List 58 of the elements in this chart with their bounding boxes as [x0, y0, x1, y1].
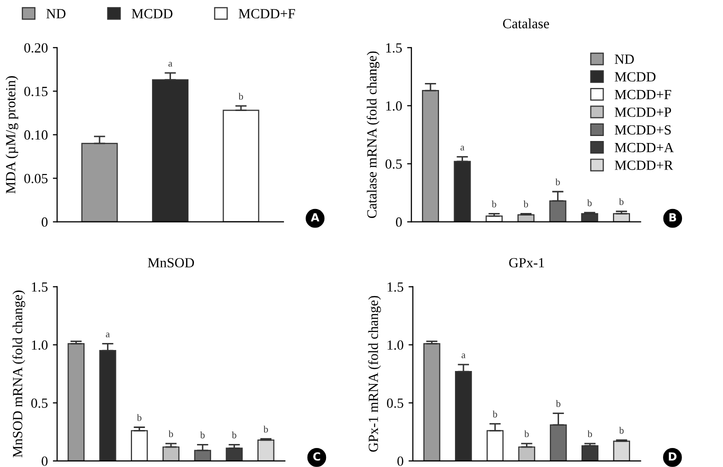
y-tick-label: 0: [396, 217, 402, 227]
legend-label: ND: [46, 9, 66, 18]
data-label: b: [168, 430, 174, 438]
y-tick-label: 1.5: [388, 282, 404, 292]
chart-title: Catalase: [503, 18, 550, 28]
data-label: b: [524, 200, 528, 208]
y-tick-label: 0: [42, 217, 48, 227]
data-label: b: [136, 414, 142, 421]
y-axis-title: MDA (µM/g protein): [6, 76, 18, 194]
chart-title: MnSOD: [148, 258, 194, 268]
legend-label: MCDD+F: [238, 9, 296, 18]
y-tick-label: 0.5: [31, 398, 48, 408]
data-label: b: [238, 92, 244, 100]
legend-label: MCDD+S: [614, 125, 671, 135]
y-tick-label: 0.15: [24, 86, 48, 96]
y-tick-label: 0.05: [24, 174, 48, 184]
y-tick-label: 1.5: [386, 43, 402, 53]
data-label: b: [555, 178, 560, 186]
data-label: b: [232, 432, 236, 438]
data-label: b: [200, 432, 205, 438]
y-tick-label: 0.20: [24, 43, 48, 53]
legend-label: MCDD+F: [614, 90, 672, 100]
data-label: a: [106, 332, 110, 338]
data-label: b: [492, 200, 496, 208]
data-label: b: [556, 400, 560, 407]
y-axis-title: GPx-1 mRNA (fold change): [368, 296, 381, 452]
legend-label: MCDD+P: [614, 108, 672, 117]
text: A: [310, 213, 320, 222]
y-tick-label: 0.10: [24, 130, 48, 140]
y-tick-label: 1.0: [388, 340, 404, 350]
legend-label: MCDD+A: [614, 142, 674, 152]
y-tick-label: 0.5: [386, 159, 402, 169]
legend-label: ND: [614, 54, 634, 64]
legend-label: MCDD: [132, 9, 172, 18]
legend-label: MCDD: [614, 72, 656, 82]
y-tick-label: 1.0: [32, 340, 48, 350]
data-label: b: [492, 410, 498, 418]
y-tick-label: 1.5: [32, 282, 48, 292]
data-label: a: [168, 62, 172, 67]
data-label: b: [524, 430, 529, 438]
y-tick-label: 1.0: [386, 101, 402, 111]
chart-title: GPx-1: [509, 258, 544, 268]
data-label: b: [588, 430, 592, 438]
y-tick-label: 0.5: [386, 398, 404, 408]
data-label: b: [587, 199, 592, 206]
y-axis-title: Catalase mRNA (fold change): [366, 51, 380, 218]
data-label: a: [462, 354, 466, 358]
y-tick-label: 0: [42, 456, 48, 466]
text: D: [668, 452, 676, 461]
data-label: b: [619, 198, 624, 206]
data-label: a: [460, 146, 464, 150]
data-label: b: [619, 426, 624, 434]
text: B: [669, 213, 676, 222]
legend-label: MCDD+R: [614, 160, 674, 170]
text: C: [313, 452, 320, 461]
y-axis-title: MnSOD mRNA (fold change): [12, 290, 26, 458]
y-tick-label: 0: [397, 456, 404, 466]
data-label: b: [263, 426, 268, 433]
